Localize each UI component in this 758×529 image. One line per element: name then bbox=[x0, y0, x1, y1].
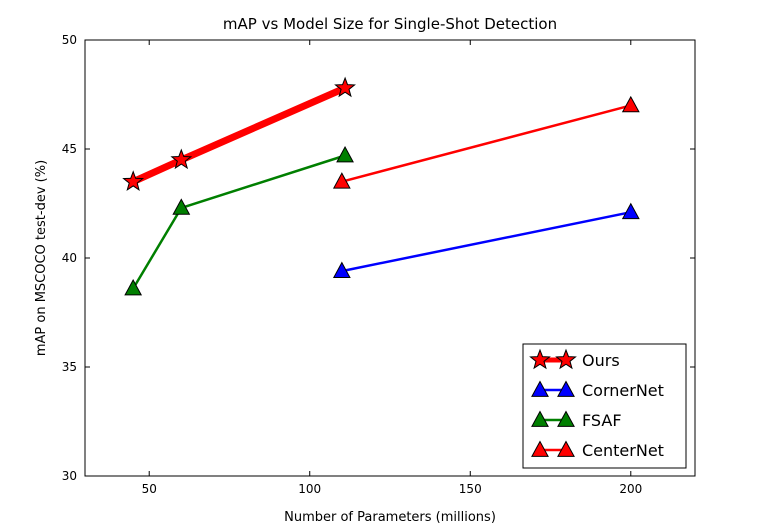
y-tick-label: 35 bbox=[62, 360, 77, 374]
data-point-ours bbox=[334, 76, 356, 98]
x-tick-label: 50 bbox=[142, 482, 157, 496]
legend-item-ours: Ours bbox=[529, 348, 620, 370]
legend-box bbox=[522, 343, 687, 469]
y-axis-label: mAP on MSCOCO test-dev (%) bbox=[34, 160, 49, 356]
series-cornernet bbox=[332, 202, 640, 278]
legend-marker bbox=[529, 348, 551, 370]
legend-label: Ours bbox=[582, 351, 620, 370]
y-tick-label: 50 bbox=[62, 33, 77, 47]
legend-item-fsaf: FSAF bbox=[531, 410, 622, 430]
legend-marker bbox=[531, 440, 549, 457]
legend-item-cornernet: CornerNet bbox=[531, 380, 664, 400]
data-point-cornernet bbox=[621, 202, 640, 220]
x-tick-label: 150 bbox=[459, 482, 482, 496]
series-fsaf bbox=[124, 145, 354, 296]
legend-marker bbox=[557, 410, 575, 427]
series-centernet bbox=[332, 95, 640, 189]
legend-label: FSAF bbox=[582, 411, 622, 430]
y-tick-label: 40 bbox=[62, 251, 77, 265]
data-point-fsaf bbox=[124, 278, 143, 296]
data-point-centernet bbox=[332, 172, 351, 189]
chart-title: mAP vs Model Size for Single-Shot Detect… bbox=[223, 15, 557, 33]
y-tick-label: 45 bbox=[62, 142, 77, 156]
legend-marker bbox=[557, 380, 575, 397]
legend-item-centernet: CenterNet bbox=[531, 440, 664, 460]
x-tick-label: 100 bbox=[298, 482, 321, 496]
legend: Ours CornerNet FSAF CenterNet bbox=[522, 343, 687, 469]
data-point-ours bbox=[170, 148, 193, 170]
legend-label: CornerNet bbox=[582, 381, 664, 400]
legend-label: CenterNet bbox=[582, 441, 664, 460]
data-point-cornernet bbox=[332, 261, 351, 278]
series-line-cornernet bbox=[340, 210, 633, 273]
legend-marker bbox=[531, 410, 549, 427]
x-tick-label: 200 bbox=[619, 482, 642, 496]
data-point-ours bbox=[122, 170, 145, 191]
series-line-centernet bbox=[340, 104, 633, 183]
legend-marker bbox=[557, 440, 575, 457]
legend-marker bbox=[555, 348, 577, 370]
data-point-fsaf bbox=[172, 198, 191, 215]
series-ours bbox=[122, 76, 356, 191]
data-point-centernet bbox=[621, 95, 640, 113]
x-axis-label: Number of Parameters (millions) bbox=[284, 510, 496, 525]
data-point-fsaf bbox=[336, 145, 354, 163]
legend-marker bbox=[531, 380, 549, 397]
y-tick-label: 30 bbox=[62, 469, 77, 483]
